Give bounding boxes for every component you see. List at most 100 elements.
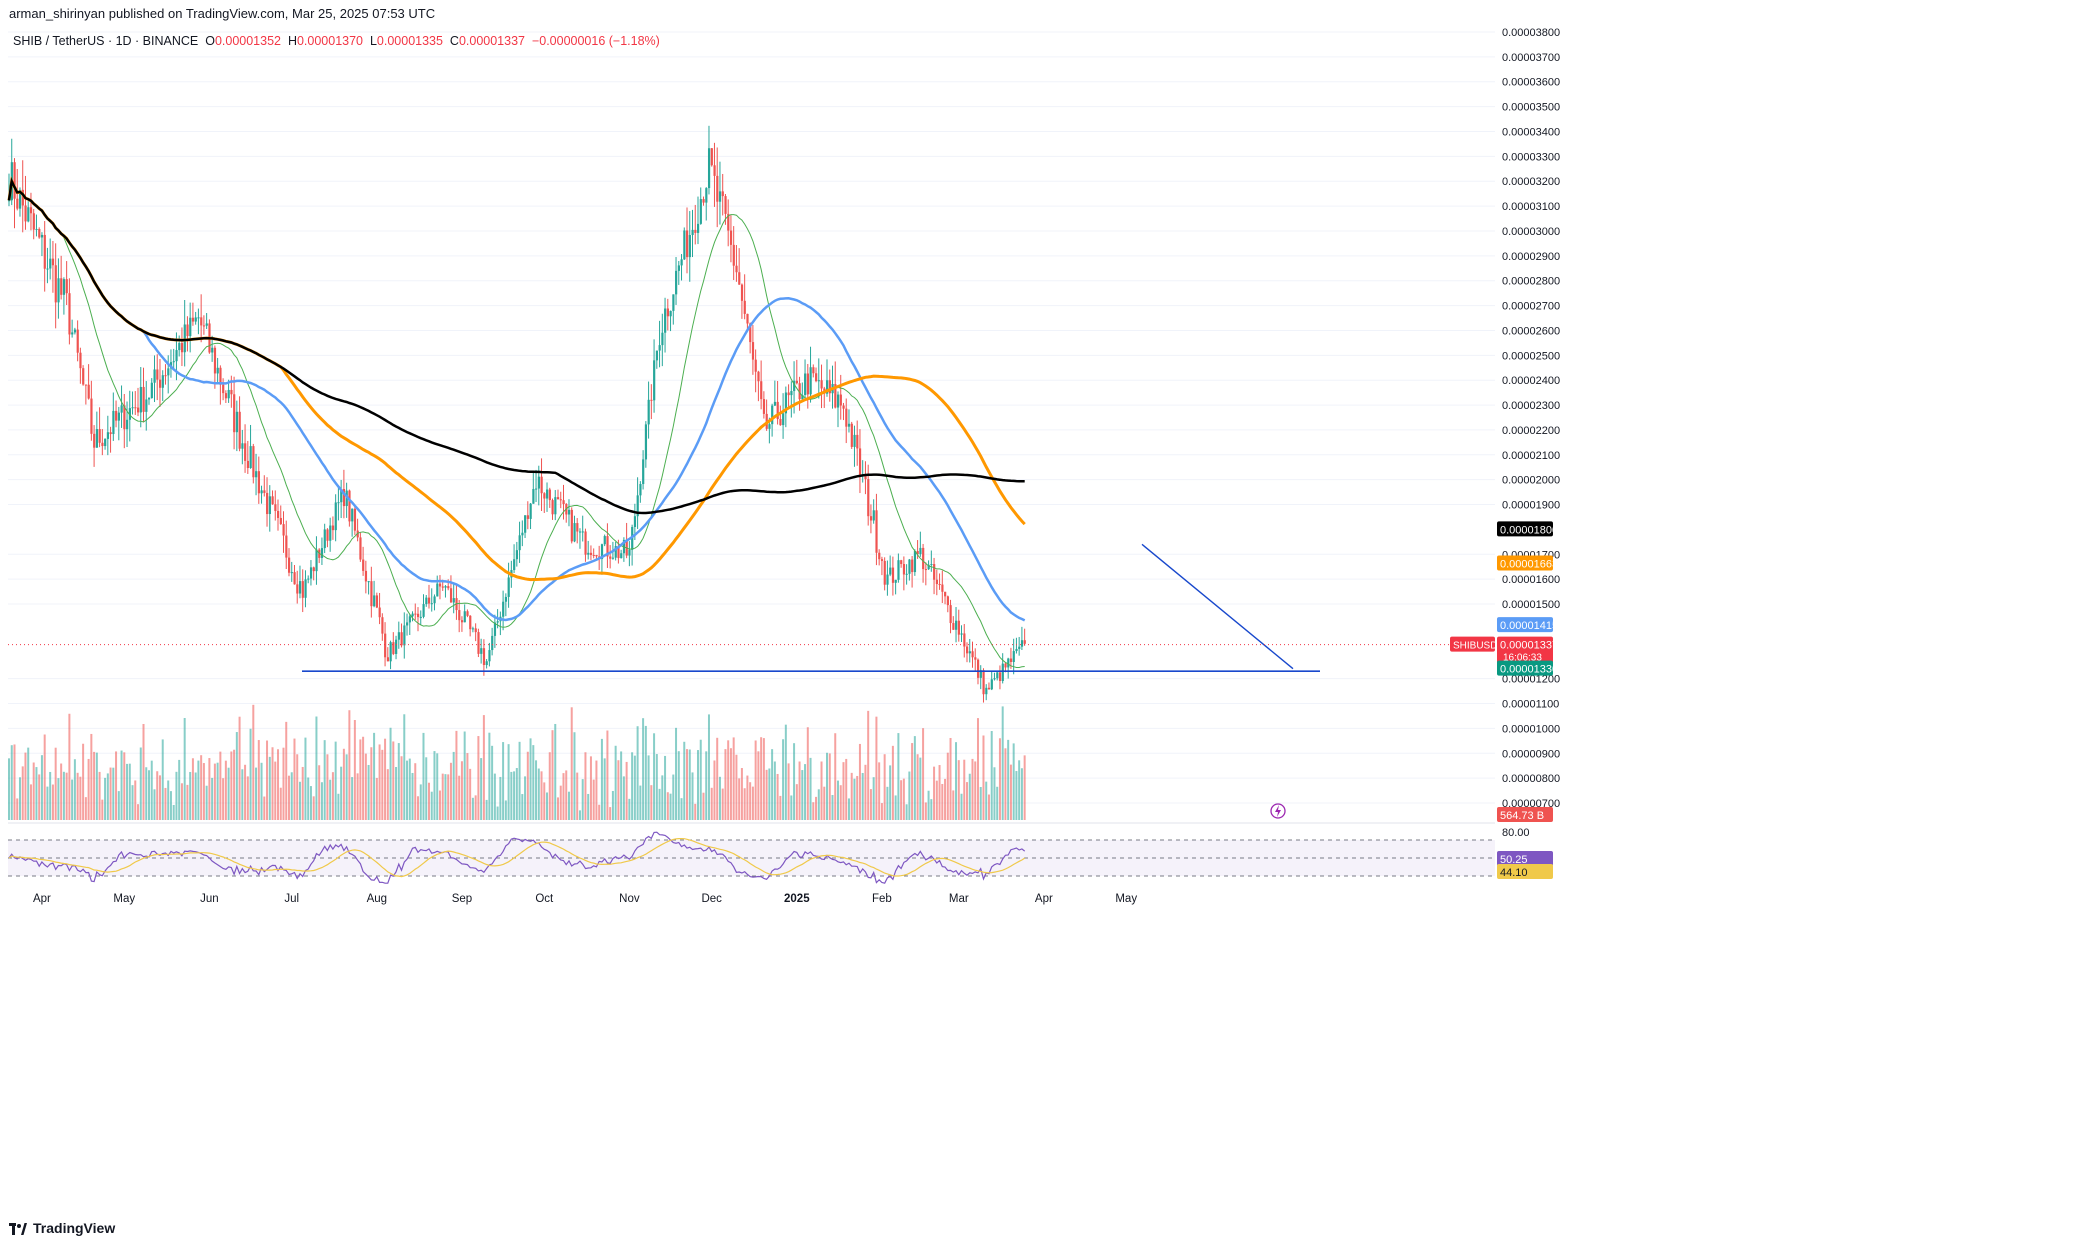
candle-body [16, 198, 19, 209]
volume-bar [922, 728, 925, 820]
candle-body [883, 560, 886, 585]
volume-bar [853, 778, 856, 820]
volume-bar [636, 726, 639, 820]
candle-body [224, 393, 228, 399]
candle-body [949, 605, 952, 624]
volume-bar [139, 747, 142, 820]
volume-bar [260, 762, 263, 820]
candle-body [696, 223, 700, 233]
candle-body [675, 270, 678, 295]
candle-body [713, 165, 716, 176]
volume-bar [331, 772, 334, 820]
volume-bar [982, 735, 985, 820]
volume-bar [345, 754, 348, 820]
month-tick-label: Nov [619, 893, 640, 905]
rsi-ma-badge: 44.10 [1500, 867, 1528, 879]
volume-bar [337, 793, 340, 820]
volume-bar [622, 776, 625, 820]
volume-bar [727, 740, 730, 820]
volume-bar [537, 768, 540, 820]
volume-bar [521, 794, 524, 820]
candle-body [743, 300, 746, 314]
volume-bar [161, 739, 164, 820]
candle-body [364, 570, 368, 582]
candle-body [540, 476, 543, 494]
volume-bar [348, 710, 351, 820]
candle-body [680, 259, 683, 266]
volume-bar [180, 783, 183, 820]
volume-bar [1020, 768, 1023, 820]
candle-body [606, 536, 609, 557]
candle-body [793, 380, 796, 392]
volume-bar [447, 774, 450, 820]
volume-bar [974, 761, 977, 820]
candle-body [76, 329, 79, 353]
symbol-name[interactable]: SHIB / TetherUS · 1D · BINANCE [13, 34, 199, 48]
annotation-lines [8, 543, 1495, 672]
candle-body [452, 598, 455, 603]
volume-bar [784, 724, 787, 820]
candle-body [804, 373, 807, 396]
volume-bar [1018, 760, 1021, 820]
volume-bar [246, 776, 249, 820]
volume-bar [894, 795, 897, 820]
volume-bar [27, 747, 30, 820]
volume-bar [1007, 739, 1010, 820]
volume-bar [540, 771, 543, 820]
volume-bar [197, 760, 200, 820]
candle-body [356, 530, 359, 538]
ma-200-line [7, 176, 1025, 515]
candle-body [968, 651, 971, 654]
volume-bar [290, 772, 293, 820]
candle-body [49, 258, 52, 269]
volume-bar [502, 742, 505, 820]
candle-body [930, 564, 933, 566]
volume-bar [856, 775, 859, 820]
volume-bar [955, 742, 958, 820]
candle-body [469, 615, 472, 630]
candle-body [95, 429, 99, 448]
candle-body [8, 200, 11, 202]
volume-bar [683, 741, 686, 820]
volume-bar [826, 752, 829, 820]
volume-bar [801, 770, 804, 820]
candle-body [71, 332, 74, 335]
candle-body [271, 496, 274, 505]
tradingview-brand: TradingView [33, 1220, 116, 1236]
candle-body [749, 323, 752, 343]
candle-body [197, 317, 200, 319]
volume-bar [1001, 706, 1004, 820]
last-price-badge: 0.00001337 [1500, 640, 1558, 652]
candle-body [101, 442, 104, 447]
candle-body [875, 510, 878, 553]
volume-bar [930, 799, 933, 820]
candle-body [172, 361, 175, 363]
price-tick-label: 0.00002900 [1502, 251, 1560, 263]
volume-bar [466, 753, 469, 820]
price-tick-label: 0.00002200 [1502, 425, 1560, 437]
volume-bar [858, 743, 861, 820]
candle-body [123, 405, 126, 430]
candle-body [897, 560, 900, 580]
volume-bar [699, 739, 702, 820]
volume-bar [79, 776, 82, 820]
volume-bar [773, 761, 776, 820]
volume-bar [386, 769, 389, 820]
candle-body [595, 555, 598, 557]
candle-body [386, 657, 390, 662]
month-tick-label: May [1115, 893, 1137, 905]
volume-bar [606, 730, 609, 820]
candle-body [235, 411, 239, 433]
high-value: 0.00001370 [296, 34, 364, 48]
tradingview-logo[interactable]: TradingView [9, 1220, 115, 1236]
volume-bar [150, 760, 153, 820]
volume-bar [760, 737, 763, 820]
volume-bar [8, 758, 10, 820]
candle-body [955, 620, 958, 630]
price-tick-label: 0.00003800 [1502, 27, 1560, 39]
candle-body [18, 189, 22, 209]
volume-bar [776, 773, 779, 820]
volume-bar [304, 737, 307, 820]
candle-body [175, 350, 178, 362]
